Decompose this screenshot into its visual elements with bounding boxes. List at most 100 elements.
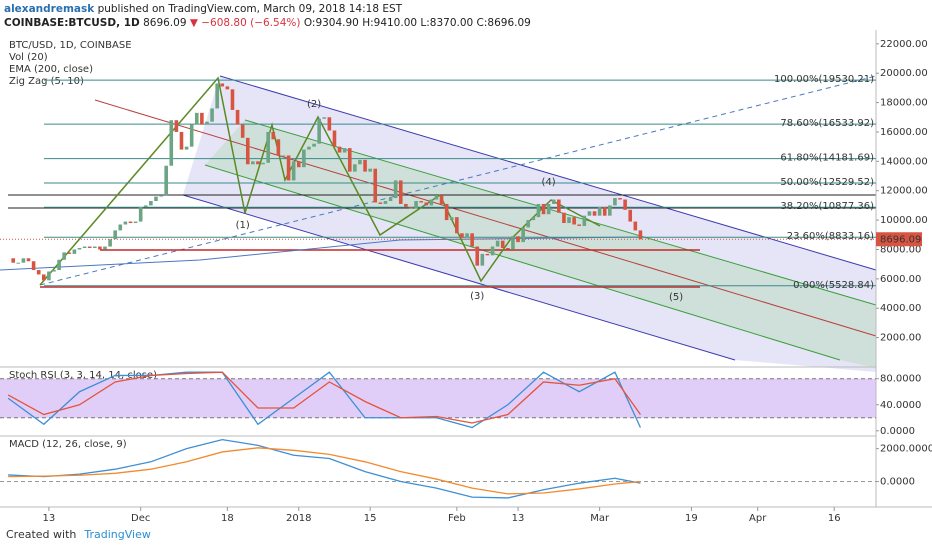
- indicator-line: [8, 438, 641, 499]
- candle: [215, 83, 219, 109]
- candle: [388, 198, 393, 201]
- zigzag: [39, 76, 601, 286]
- candle: [332, 130, 337, 147]
- author[interactable]: alexandremask: [4, 3, 95, 15]
- candle: [11, 258, 15, 263]
- candle: [567, 217, 571, 224]
- candle: [77, 248, 82, 250]
- candle: [159, 195, 163, 197]
- candle: [541, 203, 546, 215]
- candle: [434, 195, 439, 200]
- candle: [521, 227, 525, 243]
- candle: [154, 196, 158, 201]
- candle: [225, 86, 230, 90]
- candle: [302, 149, 306, 168]
- candle: [628, 209, 633, 222]
- candle: [562, 212, 566, 224]
- candle: [393, 180, 398, 199]
- y-tick-label: 10000.00: [880, 215, 928, 226]
- candle: [449, 217, 454, 221]
- x-tick-label: 15: [364, 513, 377, 524]
- candle: [312, 143, 316, 147]
- candle: [296, 161, 301, 168]
- candle: [613, 198, 617, 206]
- y-tick-label: 2000.00: [880, 333, 921, 344]
- candle: [383, 201, 388, 204]
- candle: [210, 108, 214, 122]
- candle: [526, 220, 531, 228]
- candle: [470, 233, 474, 247]
- y-tick-label: 6000.00: [880, 274, 921, 285]
- last-price-label: 8696.09: [880, 234, 921, 245]
- ohlc: O:9304.90 H:9410.00 L:8370.00 C:8696.09: [303, 17, 531, 29]
- candle: [123, 221, 128, 225]
- footer: Created with TradingView: [6, 528, 151, 541]
- candle: [363, 159, 367, 172]
- candle: [92, 246, 97, 249]
- candle: [291, 161, 296, 181]
- candle: [608, 205, 612, 216]
- candle: [623, 199, 627, 210]
- candle: [429, 199, 434, 206]
- wave-label: (1): [236, 220, 250, 231]
- candle: [276, 139, 281, 156]
- candle: [317, 118, 321, 144]
- candle: [618, 198, 622, 200]
- candle: [373, 168, 378, 203]
- fib-label: 50.00%(12529.52): [780, 177, 874, 188]
- x-tick-label: 2018: [286, 513, 311, 524]
- channel-line: [182, 194, 736, 361]
- candle: [368, 168, 372, 172]
- candle: [31, 261, 36, 271]
- candle: [455, 217, 459, 234]
- candle: [62, 252, 66, 260]
- candle: [72, 249, 77, 254]
- fib-label: 0.00%(5528.84): [793, 280, 874, 291]
- candle: [485, 253, 490, 256]
- candle: [98, 246, 102, 250]
- x-tick-label: 19: [685, 513, 698, 524]
- candle: [128, 221, 133, 224]
- y-tick-label: 2000.0000: [880, 444, 932, 455]
- x-tick-label: 18: [221, 513, 234, 524]
- candle: [490, 246, 495, 256]
- fib-label: 38.20%(10877.36): [780, 201, 874, 212]
- symbol: COINBASE:BTCUSD, 1D: [4, 17, 140, 29]
- candle: [281, 155, 286, 157]
- legend-entry: MACD (12, 26, close, 9): [9, 439, 127, 450]
- candle: [108, 239, 112, 247]
- chart: 13 Dec 18 2018 15 Feb 13 Mar 19 Apr 16 22000.00 2000…: [0, 30, 932, 524]
- indicator-line: [7, 371, 641, 424]
- candle: [271, 131, 276, 140]
- brand[interactable]: TradingView: [84, 528, 151, 541]
- candle: [592, 211, 597, 216]
- candle: [546, 203, 551, 215]
- candle: [404, 203, 408, 207]
- candle: [307, 146, 311, 150]
- candle: [424, 202, 429, 206]
- candle: [240, 124, 245, 138]
- candle: [495, 240, 500, 247]
- x-tick-label: Dec: [131, 513, 150, 524]
- candle: [256, 161, 260, 165]
- legend-entry: BTC/USD, 1D, COINBASE: [9, 40, 132, 51]
- candle: [378, 202, 383, 204]
- candle: [286, 155, 291, 181]
- candle: [582, 215, 587, 226]
- channel-fill: [205, 120, 876, 368]
- candle: [322, 117, 327, 119]
- header: alexandremask published on TradingView.c…: [4, 2, 531, 30]
- wave-label: (5): [669, 292, 683, 303]
- candle: [572, 217, 576, 225]
- median-line: [94, 99, 877, 337]
- candle: [67, 252, 72, 254]
- candle: [557, 199, 561, 213]
- candle: [398, 180, 403, 204]
- x-tick-label: Feb: [448, 513, 466, 524]
- indicator-line: [7, 371, 642, 429]
- candle: [200, 112, 204, 125]
- y-tick-label: 14000.00: [880, 156, 928, 167]
- channel-line: [204, 164, 841, 361]
- y-tick-label: 22000.00: [880, 39, 928, 50]
- wave-label: (2): [307, 99, 321, 110]
